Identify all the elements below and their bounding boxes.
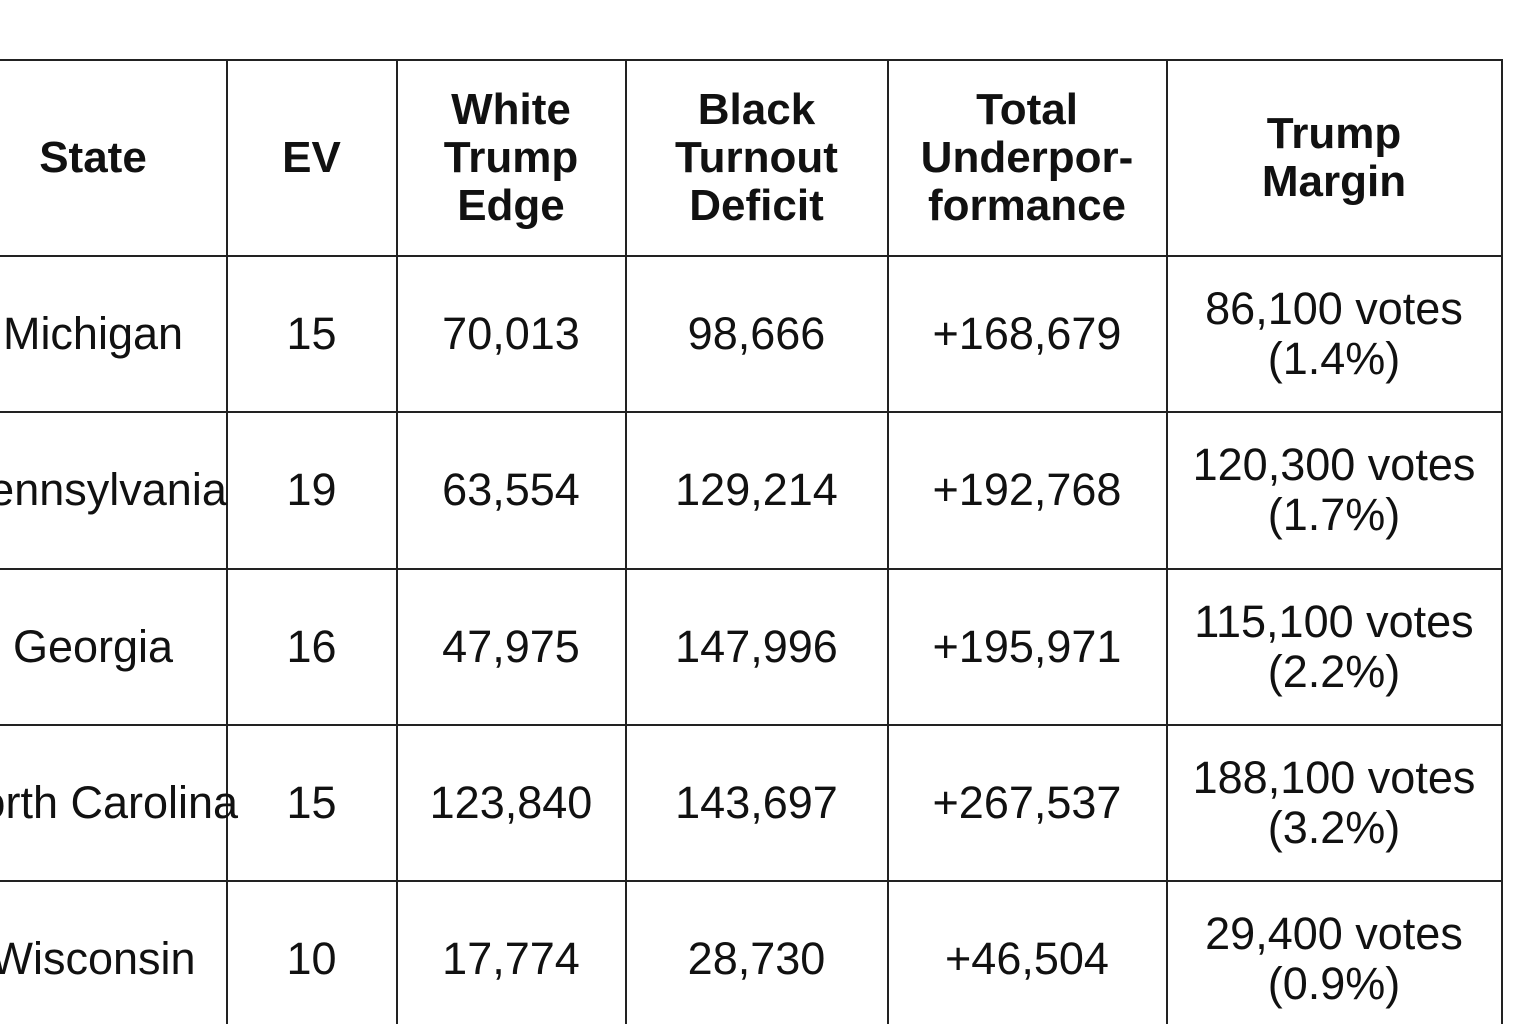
table-cell-text: 70,013 [442, 307, 580, 359]
table-cell: 29,400 votes (0.9%) [1167, 881, 1503, 1024]
table-cell-text: 17,774 [442, 932, 580, 984]
header-cell: Total Underpor-formance [888, 60, 1168, 257]
table-cell-text: Michigan [2, 307, 184, 359]
table-cell-text: +267,537 [932, 776, 1122, 828]
table-cell-text: 86,100 votes [1205, 282, 1463, 334]
table-cell: 70,013 [397, 256, 627, 413]
header-cell-text: Total [976, 84, 1078, 134]
table-cell-text: 120,300 votes [1192, 439, 1476, 490]
table-cell: North Carolina [0, 725, 238, 882]
table-cell-text: 19 [286, 464, 337, 515]
table-cell: Pennsylvania [0, 412, 228, 570]
table-cell: 63,554 [397, 412, 627, 570]
table-cell: 17,774 [397, 881, 627, 1024]
table-cell-text: 15 [286, 307, 337, 359]
table-cell-text: 115,100 votes [1194, 595, 1474, 647]
table-cell-text: 63,554 [442, 464, 580, 515]
header-cell-text: Black [697, 84, 816, 134]
table-cell: Michigan [0, 256, 228, 413]
table-cell: 15 [227, 725, 398, 882]
table-cell-text: (0.9%) [1267, 957, 1401, 1009]
table-cell-text: 188,100 votes [1192, 751, 1476, 803]
table-cell-text: 143,697 [675, 776, 838, 828]
table-cell-text: 15 [286, 776, 337, 828]
table-cell-text: Georgia [12, 620, 174, 672]
table-cell: 188,100 votes (3.2%) [1167, 725, 1503, 882]
table-cell: +267,537 [888, 725, 1168, 882]
table-cell: 115,100 votes (2.2%) [1167, 569, 1503, 726]
table-cell-text: 28,730 [687, 932, 826, 984]
table-cell: +195,971 [888, 569, 1168, 726]
header-cell: Black Turnout Deficit [626, 60, 889, 257]
table-cell-text: 29,400 votes [1205, 907, 1463, 959]
table-cell-text: 98,666 [687, 307, 826, 359]
table-cell-text: 147,996 [675, 620, 838, 672]
table-cell: 10 [227, 881, 398, 1024]
header-cell-text: Underpor- [920, 132, 1134, 182]
table-cell: 86,100 votes (1.4%) [1167, 256, 1503, 413]
table-cell-text: (1.7%) [1267, 489, 1401, 540]
header-cell: Trump Margin [1167, 60, 1503, 257]
table-cell-text: 123,840 [429, 776, 593, 828]
table-cell-text: +46,504 [945, 932, 1109, 984]
header-cell-text: Trump [443, 132, 579, 182]
table-cell-text: (1.4%) [1267, 332, 1401, 384]
table-cell-text: Pennsylvania [0, 464, 227, 515]
header-cell-text: Edge [457, 180, 565, 230]
table-cell-text: +168,679 [932, 307, 1122, 359]
table-cell: +46,504 [888, 881, 1168, 1024]
table-cell: 28,730 [626, 881, 889, 1024]
table-cell: 129,214 [626, 412, 889, 570]
table-cell-text: 129,214 [675, 464, 838, 515]
table-cell: 47,975 [397, 569, 627, 726]
header-cell-text: Deficit [689, 180, 824, 230]
header-cell-text: Turnout [675, 132, 838, 182]
header-cell-text: EV [282, 132, 341, 182]
table-cell-text: +195,971 [932, 620, 1122, 672]
table-cell-text: (2.2%) [1267, 645, 1401, 697]
table-cell: 19 [227, 412, 398, 570]
table-border [0, 59, 1503, 61]
header-cell: White Trump Edge [397, 60, 627, 257]
table-cell-text: 10 [286, 932, 337, 984]
table-cell: Wisconsin [0, 881, 228, 1024]
header-cell-text: State [39, 132, 147, 182]
header-cell: EV [227, 60, 398, 257]
table-cell: 143,697 [626, 725, 889, 882]
table-cell: 98,666 [626, 256, 889, 413]
table-cell-text: Wisconsin [0, 932, 196, 984]
table-cell: 123,840 [397, 725, 627, 882]
header-cell-text: Margin [1261, 156, 1407, 206]
header-cell-text: Trump [1266, 108, 1402, 158]
table-cell: 147,996 [626, 569, 889, 726]
header-cell: State [0, 60, 228, 257]
table-cell: 120,300 votes (1.7%) [1167, 412, 1503, 570]
header-cell-text: White [451, 84, 571, 134]
table-cell-text: 16 [286, 620, 337, 672]
table-cell-text: +192,768 [932, 464, 1122, 515]
header-cell-text: formance [927, 180, 1127, 230]
table-cell: 16 [227, 569, 398, 726]
table-cell: Georgia [0, 569, 228, 726]
table-cell: +168,679 [888, 256, 1168, 413]
table-cell-text: North Carolina [0, 776, 239, 828]
table-cell: +192,768 [888, 412, 1168, 570]
table-cell-text: (3.2%) [1267, 801, 1401, 853]
table-cell-text: 47,975 [442, 620, 580, 672]
table-cell: 15 [227, 256, 398, 413]
